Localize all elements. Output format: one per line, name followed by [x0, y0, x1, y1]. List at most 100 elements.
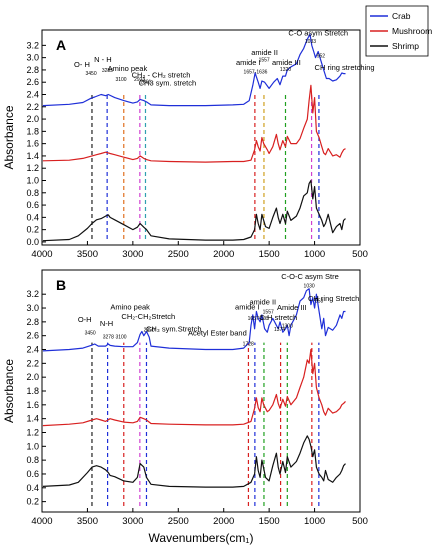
x-tick-label: 3500: [77, 516, 98, 527]
peak-annotation: 1557: [263, 310, 274, 316]
x-tick-label: 3000: [122, 249, 143, 260]
y-tick-label: 0.6: [26, 469, 39, 479]
peak-annotation: 1320: [280, 67, 291, 73]
y-tick-label: 0.4: [26, 212, 39, 222]
peak-annotation: 1557: [259, 57, 270, 63]
y-tick-label: 2.0: [26, 114, 39, 124]
y-tick-label: 1.0: [26, 441, 39, 451]
y-axis-label: Absorbance: [2, 105, 16, 169]
y-tick-label: 1.2: [26, 427, 39, 437]
y-tick-label: 2.4: [26, 345, 39, 355]
peak-annotation: CH3 sym. stretch: [139, 78, 197, 87]
y-tick-label: 2.4: [26, 90, 39, 100]
peak-annotation: N-H: [100, 319, 113, 328]
series-line-shrimp: [42, 179, 346, 242]
peak-annotation: 2923: [134, 77, 145, 83]
peak-annotation: 3450: [86, 71, 97, 77]
peak-annotation: CH₃ sym.Stretch: [146, 325, 202, 334]
y-tick-label: 3.2: [26, 289, 39, 299]
peak-annotation: Amino peak: [110, 302, 150, 311]
peak-annotation: amide II: [251, 48, 278, 57]
y-tick-label: 0.8: [26, 455, 39, 465]
peak-annotation: CH₂-CH₂Stretch: [121, 312, 175, 321]
x-axis-label: Wavenumbers(cm₁): [149, 531, 254, 545]
peak-annotation: 952: [317, 54, 326, 60]
x-tick-label: 3500: [77, 249, 98, 260]
series-line-mushroom: [42, 84, 346, 163]
y-tick-label: 2.0: [26, 372, 39, 382]
y-tick-label: 3.0: [26, 53, 39, 63]
peak-annotation: 1033: [305, 39, 316, 45]
peak-annotation: 3283: [102, 68, 113, 74]
peak-annotation: Acetyl Ester band: [188, 329, 247, 338]
peak-annotation: 3278: [103, 334, 114, 340]
x-tick-label: 500: [352, 516, 368, 527]
y-tick-label: 1.8: [26, 386, 39, 396]
panel-a: 4000 3500 3000 2500 2000 1500 1000 500 0.0 0.2 0.4…: [2, 5, 432, 260]
y-tick-label: 1.8: [26, 126, 39, 136]
plot-frame: [41, 29, 361, 246]
y-tick-label: 0.0: [26, 237, 39, 247]
peak-annotation: 1657-1636: [244, 70, 268, 76]
y-tick-label: 0.6: [26, 200, 39, 210]
y-tick-label: 1.4: [26, 151, 39, 161]
y-tick-label: 1.6: [26, 139, 39, 149]
y-tick-label: 1.6: [26, 400, 39, 410]
peak-annotation: C-O asym Stretch: [288, 29, 348, 38]
legend-label: Shrimp: [392, 41, 419, 51]
y-tick-label: 3.0: [26, 303, 39, 313]
panel-label: B: [56, 277, 66, 293]
peak-annotation: 3100: [115, 334, 126, 340]
peak-annotation: 1030: [304, 283, 315, 289]
peak-annotation: O- H: [74, 60, 90, 69]
x-tick-label: 2500: [168, 249, 189, 260]
peak-annotation: amide II: [249, 298, 276, 307]
peak-annotation: CH₂ - CH₂ stretch: [132, 70, 191, 79]
peak-annotation: 2850: [144, 328, 155, 334]
peak-annotation: C-O-C asym Stre: [281, 272, 339, 281]
peak-annotation: CH ring Stretch: [308, 294, 359, 303]
x-tick-label: 1500: [259, 516, 280, 527]
x-tick-label: 4000: [31, 249, 52, 260]
peak-annotation: 1374: [274, 327, 285, 333]
x-tick-label: 2000: [213, 249, 234, 260]
peak-annotation: N - H: [94, 55, 112, 64]
x-tick-label: 2500: [168, 516, 189, 527]
peak-annotation: Amide III: [277, 303, 307, 312]
peak-annotation: 3450: [85, 330, 96, 336]
y-tick-label: 3.2: [26, 40, 39, 50]
x-tick-label: 3000: [122, 516, 143, 527]
peak-annotation: amide I: [236, 58, 261, 67]
y-tick-label: 0.4: [26, 483, 39, 493]
y-tick-label: 2.8: [26, 317, 39, 327]
x-tick-label: 4000: [31, 516, 52, 527]
peak-annotation: 1657-163: [248, 316, 269, 322]
y-tick-label: 2.2: [26, 358, 39, 368]
peak-annotation: amide I: [235, 302, 260, 311]
panel-label: A: [56, 37, 66, 53]
y-tick-label: 2.6: [26, 331, 39, 341]
y-tick-label: 2.2: [26, 102, 39, 112]
panel-b: 4000 3500 3000 2500 2000 1500 1000 500 0.2 0.4 0.6…: [2, 269, 368, 545]
series-line-crab: [42, 33, 346, 107]
x-tick-label: 1000: [304, 516, 325, 527]
y-tick-label: 1.2: [26, 163, 39, 173]
series-line-shrimp: [42, 435, 346, 488]
y-tick-label: 0.2: [26, 225, 39, 235]
x-tick-label: 500: [352, 249, 368, 260]
y-tick-label: 1.0: [26, 176, 39, 186]
x-tick-label: 1500: [259, 249, 280, 260]
y-tick-label: 2.8: [26, 65, 39, 75]
y-tick-label: 1.4: [26, 414, 39, 424]
peak-annotation: 1728: [243, 341, 254, 347]
peak-annotation: C-H stretch: [259, 313, 297, 322]
peak-annotation: 2861: [140, 79, 151, 85]
peak-annotation: Amino peak: [108, 64, 148, 73]
legend: Crab Mushroom Shrimp: [365, 5, 432, 57]
peak-annotation: amide III: [272, 58, 301, 67]
legend-label: Crab: [392, 11, 411, 21]
x-tick-label: 2000: [213, 516, 234, 527]
legend-label: Mushroom: [392, 26, 432, 36]
y-axis-label: Absorbance: [2, 359, 16, 423]
